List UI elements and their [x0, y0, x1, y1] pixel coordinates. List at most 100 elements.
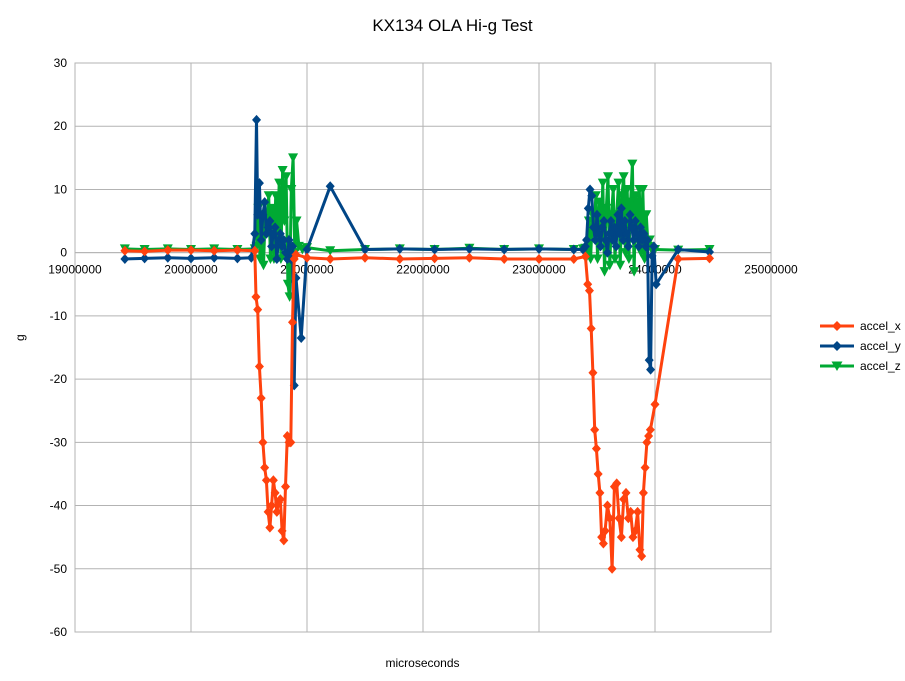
data-point-accel-y	[632, 228, 642, 239]
data-point-accel-y	[260, 197, 270, 208]
data-point-accel-z	[630, 191, 641, 201]
data-point-accel-z	[604, 260, 615, 271]
data-point-accel-x	[279, 535, 289, 546]
y-tick-label: -30	[50, 435, 68, 449]
data-point-accel-z	[597, 178, 608, 189]
data-point-accel-y	[232, 253, 242, 264]
data-point-accel-y	[272, 253, 282, 264]
data-point-accel-y	[430, 244, 440, 255]
data-point-accel-x	[250, 245, 260, 256]
data-point-accel-z	[637, 184, 648, 195]
data-point-accel-x	[633, 506, 643, 517]
data-point-accel-y	[608, 235, 618, 246]
data-point-accel-x	[612, 478, 622, 489]
data-point-accel-y	[599, 216, 609, 227]
y-tick-label: 20	[54, 119, 68, 133]
data-point-accel-x	[263, 506, 273, 517]
data-point-accel-z	[274, 178, 285, 189]
x-tick-label: 22000000	[396, 263, 450, 277]
data-point-accel-x	[140, 246, 150, 257]
data-point-accel-y	[630, 216, 640, 227]
data-point-accel-y	[634, 241, 644, 252]
data-point-accel-x	[277, 525, 287, 536]
data-point-accel-x	[584, 285, 594, 296]
legend: accel_x accel_y accel_z	[820, 316, 901, 376]
data-point-accel-y	[395, 243, 405, 254]
data-point-accel-x	[260, 462, 270, 473]
data-point-accel-y	[616, 203, 626, 214]
data-point-accel-y	[613, 209, 623, 220]
data-point-accel-x	[569, 253, 579, 264]
data-point-accel-x	[430, 253, 440, 264]
data-point-accel-y	[209, 252, 219, 263]
data-point-accel-x	[261, 475, 271, 486]
data-point-accel-x	[302, 252, 312, 263]
data-point-accel-x	[258, 437, 268, 448]
data-point-accel-z	[592, 254, 603, 264]
data-point-accel-y	[620, 216, 630, 227]
data-point-accel-y	[606, 216, 616, 227]
data-point-accel-x	[268, 475, 278, 486]
legend-label-accel-z: accel_z	[860, 359, 901, 373]
data-point-accel-x	[360, 252, 370, 263]
data-point-accel-z	[599, 267, 610, 277]
data-point-accel-x	[640, 462, 650, 473]
data-point-accel-z	[267, 203, 278, 214]
data-point-accel-x	[645, 424, 655, 435]
data-point-accel-z	[625, 197, 636, 208]
data-point-accel-x	[580, 251, 590, 262]
data-point-accel-x	[275, 494, 285, 505]
data-point-accel-z	[609, 254, 620, 264]
data-point-accel-y	[625, 209, 635, 220]
data-point-accel-z	[616, 191, 627, 201]
data-point-accel-y	[254, 178, 264, 189]
data-point-accel-y	[163, 252, 173, 263]
data-point-accel-y	[279, 235, 289, 246]
data-point-accel-y	[595, 241, 605, 252]
y-tick-label: -60	[50, 625, 68, 639]
data-point-accel-x	[534, 253, 544, 264]
data-point-accel-x	[163, 245, 173, 256]
data-point-accel-y	[636, 222, 645, 233]
data-point-accel-z	[601, 203, 612, 214]
data-point-accel-x	[464, 252, 474, 263]
series-line-accel-x	[124, 248, 710, 571]
legend-label-accel-x: accel_x	[860, 319, 901, 333]
data-point-accel-y	[258, 209, 268, 220]
data-point-accel-x	[281, 481, 291, 492]
data-point-accel-y	[120, 253, 130, 264]
legend-item-accel-x: accel_x	[820, 316, 901, 336]
data-point-accel-x	[286, 437, 296, 448]
data-point-accel-y	[284, 235, 294, 246]
data-point-accel-y	[256, 235, 266, 246]
series-layer	[119, 114, 715, 574]
chart-title: KX134 OLA Hi-g Test	[372, 16, 533, 35]
legend-item-accel-y: accel_y	[820, 336, 901, 356]
series-accel-x	[120, 245, 715, 574]
y-tick-label: -10	[50, 309, 68, 323]
data-point-accel-z	[603, 172, 614, 182]
x-tick-label: 19000000	[48, 263, 102, 277]
data-point-accel-y	[604, 228, 614, 239]
data-point-accel-z	[281, 172, 292, 182]
y-tick-label: -20	[50, 372, 68, 386]
data-point-accel-z	[629, 267, 640, 277]
data-point-accel-x	[265, 522, 275, 533]
legend-item-accel-z: accel_z	[820, 356, 901, 376]
data-point-accel-x	[605, 513, 615, 524]
data-point-accel-x	[291, 249, 301, 260]
data-point-accel-y	[582, 235, 592, 246]
data-point-accel-y	[611, 241, 621, 252]
data-point-accel-y	[590, 235, 600, 246]
data-point-accel-y	[622, 228, 632, 239]
data-point-accel-x	[588, 367, 598, 378]
data-point-accel-x	[705, 253, 715, 264]
data-point-accel-x	[209, 245, 219, 256]
data-point-accel-y	[609, 222, 619, 233]
data-point-accel-x	[593, 468, 603, 479]
data-point-accel-y	[644, 355, 654, 366]
data-point-accel-x	[650, 399, 660, 410]
data-point-accel-z	[623, 254, 634, 264]
data-point-accel-y	[627, 222, 637, 233]
data-point-accel-y	[583, 203, 593, 214]
